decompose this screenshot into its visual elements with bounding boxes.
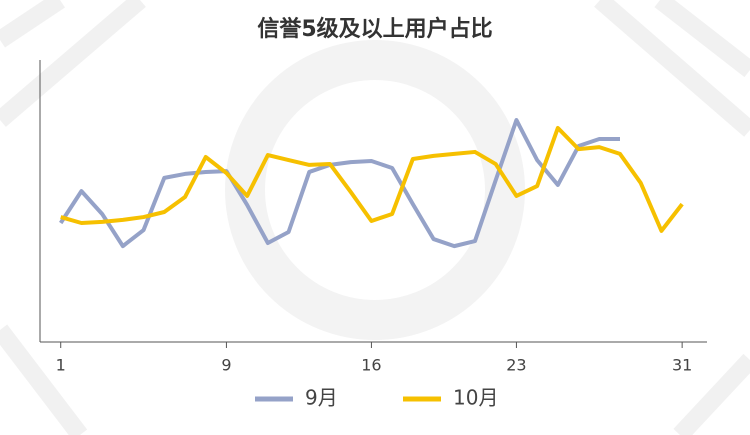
x-tick-label: 23: [506, 356, 526, 375]
series-line: [60, 125, 684, 233]
legend-label: 10月: [453, 386, 498, 410]
legend-label: 9月: [305, 386, 338, 410]
x-tick-label: 9: [221, 356, 231, 375]
series-line: [59, 118, 620, 249]
chart-title: 信誉5级及以上用户占比: [257, 16, 492, 42]
x-tick-label: 31: [672, 356, 692, 375]
x-tick-label: 1: [56, 356, 66, 375]
x-tick-label: 16: [361, 356, 381, 375]
